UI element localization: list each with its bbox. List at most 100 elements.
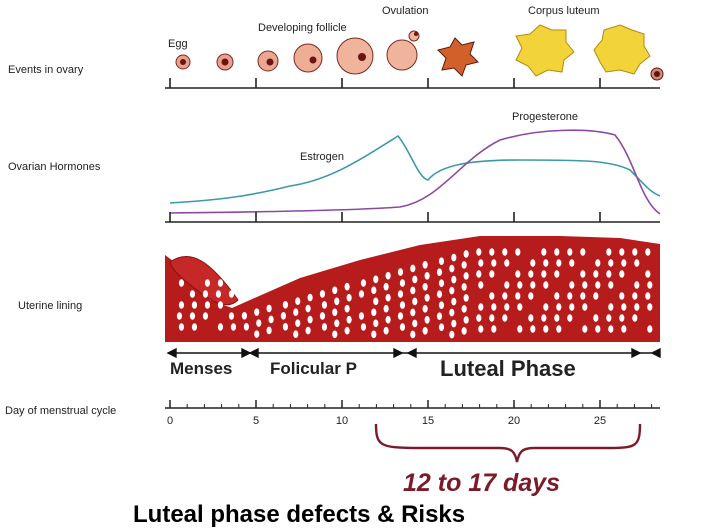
lining-spot: [478, 303, 484, 311]
lining-spot: [489, 292, 495, 300]
lining-spot: [178, 323, 185, 331]
lining-spot: [449, 308, 455, 317]
lining-spot: [569, 303, 575, 311]
lining-spot: [491, 303, 497, 311]
lining-spot: [647, 303, 653, 311]
lining-spot: [530, 259, 536, 267]
lining-spot: [412, 297, 418, 306]
lining-spot: [595, 259, 601, 267]
lining-spot: [634, 303, 640, 311]
lining-spot: [645, 292, 651, 300]
lining-spot: [371, 286, 377, 295]
lining-spot: [556, 259, 562, 267]
lining-spot: [280, 312, 287, 320]
lining-spot: [307, 293, 313, 302]
ovary-label: Corpus luteum: [528, 5, 600, 17]
day-tick-label: 25: [594, 415, 606, 427]
lining-spot: [528, 292, 534, 300]
lining-spot: [504, 259, 510, 267]
lining-spot: [228, 312, 235, 320]
lining-spot: [554, 292, 560, 300]
lining-spot: [360, 279, 367, 287]
lining-spot: [307, 315, 313, 324]
uterine-lining: [165, 236, 660, 342]
lining-spot: [422, 305, 428, 313]
lining-spot: [595, 281, 601, 289]
lining-spot: [412, 319, 418, 328]
lining-spot: [410, 308, 416, 317]
lining-spot: [515, 292, 521, 300]
lining-spot: [451, 275, 457, 284]
lining-spot: [530, 325, 536, 333]
lining-spot: [436, 312, 443, 320]
phase-label: Folicular P: [270, 359, 357, 378]
lining-spot: [621, 259, 627, 267]
lining-spot: [410, 330, 416, 339]
lining-spot: [293, 330, 299, 339]
lining-spot: [305, 304, 311, 313]
lining-spot: [515, 270, 521, 278]
lining-spot: [176, 312, 183, 320]
lining-spot: [489, 270, 495, 278]
lining-spot: [410, 286, 416, 295]
lining-spot: [243, 322, 250, 331]
lining-spot: [634, 259, 640, 267]
lining-spot: [383, 282, 389, 291]
lining-spot: [344, 282, 350, 291]
lining-spot: [517, 303, 523, 311]
lining-spot: [230, 279, 237, 287]
lining-spot: [645, 270, 651, 278]
lining-spot: [606, 314, 612, 322]
day-tick-label: 15: [422, 415, 434, 427]
lining-spot: [254, 308, 260, 316]
lining-spot: [383, 326, 389, 335]
lining-spot: [449, 264, 455, 273]
bracket-label: 12 to 17 days: [403, 469, 560, 497]
lining-spot: [191, 323, 198, 331]
lining-spot: [463, 316, 469, 324]
lining-spot: [332, 286, 338, 295]
lining-spot: [632, 314, 638, 322]
lining-spot: [189, 312, 196, 320]
lining-spot: [517, 281, 523, 289]
lining-spot: [632, 248, 638, 256]
lining-spot: [215, 290, 222, 298]
lining-spot: [385, 315, 391, 324]
hormone-label: Progesterone: [512, 111, 578, 123]
lining-spot: [449, 286, 455, 295]
lining-spot: [295, 319, 301, 328]
lining-spot: [451, 297, 457, 306]
lining-spot: [438, 257, 445, 265]
lining-spot: [619, 270, 625, 278]
row-label: Ovarian Hormones: [8, 161, 101, 173]
row-label: Day of menstrual cycle: [5, 405, 116, 417]
lining-spot: [580, 248, 586, 256]
lining-spot: [319, 312, 326, 320]
lining-spot: [517, 325, 523, 333]
lining-spot: [567, 314, 573, 322]
lining-spot: [293, 308, 299, 317]
lining-spot: [385, 293, 391, 302]
row-label: Events in ovary: [8, 64, 84, 76]
phase-label: Luteal Phase: [440, 356, 576, 381]
lining-spot: [593, 270, 599, 278]
lining-spot: [543, 259, 549, 267]
lining-spot: [515, 248, 521, 256]
lining-spot: [478, 259, 484, 267]
lining-spot: [593, 292, 599, 300]
lining-spot: [399, 279, 406, 287]
lining-spot: [476, 314, 482, 322]
lining-spot: [399, 323, 406, 331]
lining-spot: [191, 301, 198, 309]
lining-spot: [463, 272, 469, 280]
ovary-label: Developing follicle: [258, 22, 347, 34]
progesterone-curve: [169, 129, 661, 215]
lining-spot: [582, 325, 588, 333]
lining-spot: [606, 248, 612, 256]
phase-label: Menses: [170, 359, 232, 378]
lining-spot: [632, 292, 638, 300]
lining-spot: [554, 270, 560, 278]
lining-spot: [373, 275, 379, 284]
lining-spot: [319, 290, 326, 298]
